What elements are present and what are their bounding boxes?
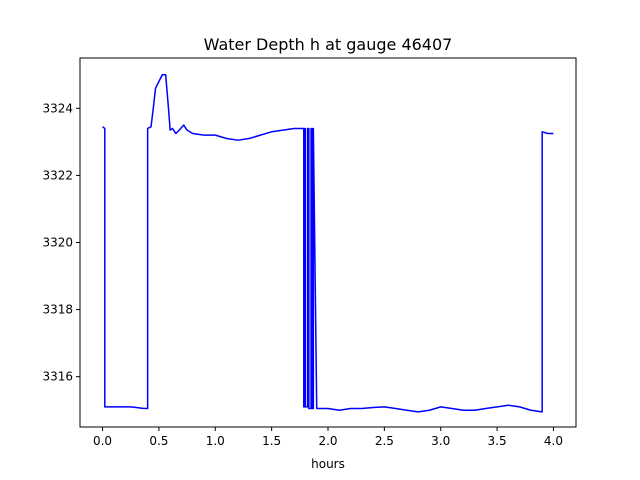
x-tick-label: 2.0 — [318, 434, 337, 448]
x-tick-label: 3.0 — [431, 434, 450, 448]
x-tick-label: 3.5 — [488, 434, 507, 448]
x-tick-label: 0.0 — [93, 434, 112, 448]
x-tick-label: 4.0 — [544, 434, 563, 448]
y-tick-label: 3324 — [42, 101, 73, 115]
x-tick-label: 0.5 — [149, 434, 168, 448]
x-tick-label: 1.5 — [262, 434, 281, 448]
series-line-0 — [102, 74, 554, 413]
plot-area — [102, 74, 554, 413]
y-tick-label: 3322 — [42, 168, 73, 182]
chart-title: Water Depth h at gauge 46407 — [204, 35, 453, 54]
x-tick-label: 1.0 — [206, 434, 225, 448]
x-axis: 0.0 0.5 1.0 1.5 2.0 2.5 3.0 3.5 4.0 — [93, 427, 563, 448]
y-tick-label: 3318 — [42, 303, 73, 317]
y-tick-label: 3320 — [42, 236, 73, 250]
x-axis-label: hours — [311, 457, 345, 471]
x-tick-label: 2.5 — [375, 434, 394, 448]
y-axis: 3316 3318 3320 3322 3324 — [42, 101, 80, 384]
y-tick-label: 3316 — [42, 370, 73, 384]
